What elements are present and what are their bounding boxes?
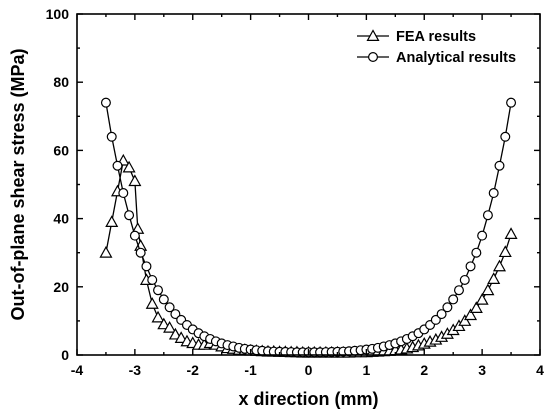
- data-point: [147, 274, 158, 285]
- series-fea: [99, 153, 518, 358]
- data-point: [482, 210, 493, 221]
- data-point: [464, 308, 478, 321]
- y-tick-label: 80: [53, 74, 69, 90]
- y-axis-title: Out-of-plane shear stress (MPa): [8, 48, 28, 320]
- data-point: [158, 294, 169, 305]
- y-tick-label: 0: [61, 347, 69, 363]
- legend-marker: [368, 51, 379, 62]
- data-point: [487, 272, 501, 284]
- data-point: [498, 245, 512, 258]
- x-tick-label: 4: [536, 362, 544, 378]
- data-point: [471, 247, 482, 258]
- x-axis-title: x direction (mm): [238, 389, 378, 409]
- data-point: [141, 261, 152, 272]
- data-point: [504, 227, 518, 239]
- data-point: [448, 294, 459, 305]
- x-tick-label: -2: [187, 362, 200, 378]
- data-point: [163, 320, 177, 333]
- data-point: [459, 274, 470, 285]
- data-point: [488, 188, 499, 199]
- data-point: [157, 317, 171, 330]
- x-tick-label: 1: [362, 362, 370, 378]
- data-point: [128, 174, 142, 187]
- data-point: [492, 259, 507, 272]
- data-point: [430, 314, 441, 325]
- y-tick-label: 100: [46, 6, 70, 22]
- data-point: [494, 160, 505, 171]
- data-point: [442, 302, 453, 313]
- data-point: [475, 293, 489, 305]
- legend: FEA results Analytical results: [357, 29, 516, 66]
- series-line: [105, 102, 512, 353]
- data-point: [481, 283, 495, 296]
- x-tick-label: 3: [478, 362, 486, 378]
- legend-label: FEA results: [396, 29, 476, 45]
- data-point: [118, 188, 129, 199]
- data-point: [453, 285, 464, 296]
- data-point: [170, 309, 181, 320]
- x-tick-label: -1: [244, 362, 257, 378]
- legend-item: Analytical results: [357, 50, 516, 66]
- x-tick-label: -3: [129, 362, 142, 378]
- data-point: [124, 210, 135, 221]
- y-tick-label: 20: [53, 279, 69, 295]
- x-tick-label: -4: [71, 362, 84, 378]
- data-point: [168, 327, 182, 340]
- x-tick-label: 0: [305, 362, 313, 378]
- data-point: [122, 160, 136, 173]
- legend-label: Analytical results: [396, 50, 516, 66]
- legend-item: FEA results: [357, 29, 476, 45]
- data-point: [112, 160, 123, 171]
- data-point: [469, 301, 483, 313]
- data-point: [465, 261, 476, 272]
- data-point: [100, 97, 111, 108]
- data-point: [105, 215, 119, 228]
- data-point: [436, 309, 447, 320]
- data-point: [477, 230, 488, 241]
- data-point: [174, 331, 188, 343]
- y-tick-label: 40: [53, 211, 69, 227]
- data-point: [151, 310, 165, 323]
- data-point: [145, 297, 159, 309]
- data-point: [458, 314, 472, 326]
- x-tick-label: 2: [420, 362, 428, 378]
- data-point: [135, 247, 146, 258]
- data-point: [153, 285, 164, 296]
- data-point: [500, 131, 511, 142]
- y-tick-label: 60: [53, 142, 69, 158]
- plot-area: [99, 97, 518, 358]
- data-point: [506, 97, 517, 108]
- legend-marker: [366, 29, 380, 42]
- data-point: [164, 302, 175, 313]
- data-point: [99, 245, 113, 258]
- data-point: [129, 230, 140, 241]
- data-point: [106, 131, 117, 142]
